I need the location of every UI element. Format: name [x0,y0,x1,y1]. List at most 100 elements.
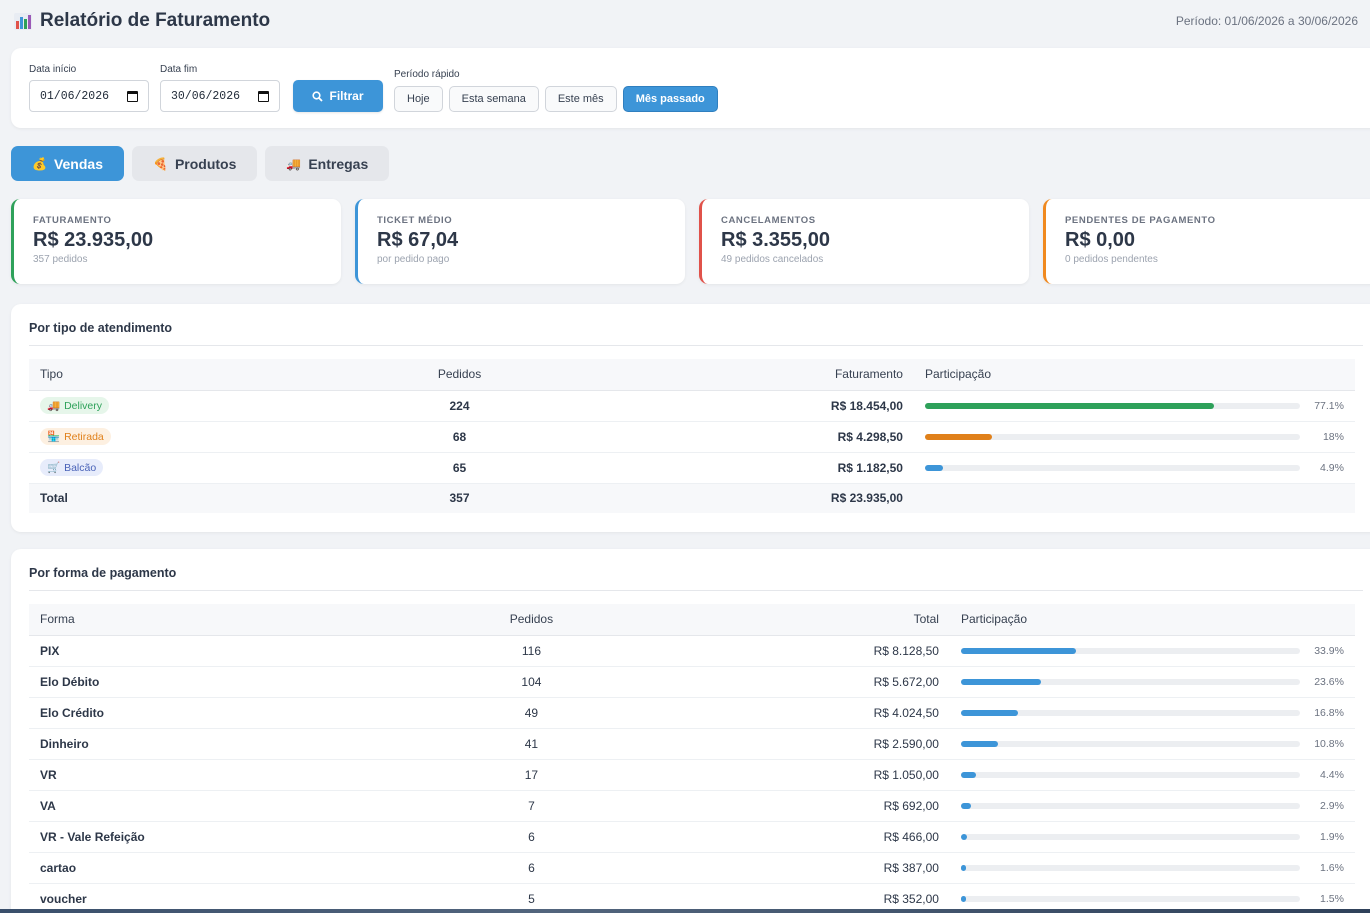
total-cell: R$ 692,00 [632,790,950,822]
payment-method-cell: VR - Vale Refeição [29,821,431,853]
quick-last-month-button[interactable]: Mês passado [622,86,718,112]
share-cell: 23.6% [960,675,1344,688]
total-cell: R$ 4.024,50 [632,697,950,729]
column-header: Participação [913,359,1355,391]
orders-cell: 116 [430,635,633,667]
header-title-group: Relatório de Faturamento [14,10,270,32]
payment-method-cell: VA [29,790,431,822]
type-badge-delivery: 🚚 Delivery [40,397,110,414]
end-date-value: 30/06/2026 [171,89,241,103]
end-date-field: Data fim 30/06/2026 [160,64,280,112]
table-row: 🏪 Retirada 68 R$ 4.298,50 18% [29,421,1355,453]
kpi-label: Pendentes de pagamento [1065,215,1216,226]
table-row: 🛒 Balcão 65 R$ 1.182,50 4.9% [29,452,1355,484]
table-header-row: Tipo Pedidos Faturamento Participação [29,359,1355,391]
quick-period-buttons: Hoje Esta semana Este mês Mês passado [394,86,718,112]
share-bar-track [960,802,1300,809]
quick-this-month-button[interactable]: Este mês [544,86,617,112]
total-cell: R$ 387,00 [632,852,950,884]
share-bar-track [960,647,1300,654]
share-cell: 33.9% [960,645,1344,657]
bar-chart-icon [14,12,32,30]
type-badge-balcao: 🛒 Balcão [40,459,104,476]
start-date-input[interactable]: 01/06/2026 [29,80,149,112]
type-badge-retirada: 🏪 Retirada [40,428,111,445]
start-date-field: Data início 01/06/2026 [29,64,149,112]
revenue-cell: R$ 1.182,50 [540,452,914,484]
share-bar-track [960,864,1300,871]
tab-entregas[interactable]: 🚚 Entregas [265,146,390,181]
orders-cell: 65 [378,452,541,484]
share-cell: 4.4% [960,768,1344,781]
share-cell: 2.9% [960,800,1344,812]
table-row: cartao 6 R$ 387,00 1.6% [29,852,1355,884]
share-percent: 10.8% [1314,737,1344,750]
orders-cell: 41 [430,728,633,760]
payment-method-cell: PIX [29,635,431,667]
tab-produtos[interactable]: 🍕 Produtos [131,146,258,181]
quick-period-group: Período rápido Hoje Esta semana Este mês… [394,69,718,112]
filter-button[interactable]: Filtrar [293,80,383,112]
share-bar-track [960,678,1300,685]
payment-rows: PIX 116 R$ 8.128,50 33.9% Elo Débito 104 R$ 5.… [29,635,1355,913]
share-bar-fill [960,895,967,902]
end-date-input[interactable]: 30/06/2026 [160,80,280,112]
type-label: Retirada [64,430,104,443]
orders-cell: 68 [378,421,541,453]
store-icon: 🏪 [47,431,61,443]
column-header: Faturamento [540,359,914,391]
desktop-edge [0,909,1370,913]
revenue-cell: R$ 18.454,00 [540,390,914,422]
orders-cell: 104 [430,666,633,698]
kpi-label: Cancelamentos [721,215,816,226]
total-row: Total 357 R$ 23.935,00 [29,483,1355,513]
by-payment-section: Por forma de pagamento Forma Pedidos Tot… [11,549,1370,913]
pizza-icon: 🍕 [152,156,168,171]
total-cell: R$ 466,00 [632,821,950,853]
column-header: Total [632,604,950,636]
orders-cell: 7 [430,790,633,822]
table-row: PIX 116 R$ 8.128,50 33.9% [29,635,1355,667]
share-bar-track [960,709,1300,716]
period-label: Período: 01/06/2026 a 30/06/2026 [1175,14,1358,28]
table-row: Elo Débito 104 R$ 5.672,00 23.6% [29,666,1355,698]
kpi-subtext: 49 pedidos cancelados [721,254,824,265]
quick-this-week-button[interactable]: Esta semana [448,86,539,112]
share-percent: 1.6% [1320,861,1344,874]
share-percent: 4.4% [1320,768,1344,781]
table-row: VR - Vale Refeição 6 R$ 466,00 1.9% [29,821,1355,853]
section-title: Por forma de pagamento [29,566,1363,591]
share-percent: 18% [1322,430,1344,443]
filter-card: Data início 01/06/2026 Data fim 30/06/20… [11,48,1370,128]
share-bar-track [924,402,1300,409]
table-header-row: Forma Pedidos Total Participação [29,604,1355,636]
share-bar-track [960,771,1300,778]
kpi-subtext: 0 pedidos pendentes [1065,254,1158,265]
total-revenue: R$ 23.935,00 [540,483,914,513]
kpi-label: Faturamento [33,215,112,226]
total-cell: R$ 1.050,00 [632,759,950,791]
start-date-value: 01/06/2026 [40,89,110,103]
payment-method-cell: voucher [29,883,431,913]
truck-icon: 🚚 [47,400,61,412]
column-header: Tipo [29,359,379,391]
cart-icon: 🛒 [47,462,61,474]
total-cell: R$ 8.128,50 [632,635,950,667]
table-row: voucher 5 R$ 352,00 1.5% [29,883,1355,913]
search-icon [312,90,324,102]
calendar-icon[interactable] [258,90,269,102]
quick-today-button[interactable]: Hoje [394,86,443,112]
calendar-icon[interactable] [127,90,138,102]
tab-vendas[interactable]: 💰 Vendas [11,146,124,181]
table-row: 🚚 Delivery 224 R$ 18.454,00 77.1% [29,390,1355,422]
by-type-section: Por tipo de atendimento Tipo Pedidos Fat… [11,304,1370,532]
money-bag-icon: 💰 [32,156,47,171]
share-cell: 4.9% [924,462,1344,474]
share-percent: 23.6% [1314,675,1344,688]
column-header: Participação [949,604,1355,636]
table-row: VR 17 R$ 1.050,00 4.4% [29,759,1355,791]
orders-cell: 17 [430,759,633,791]
share-percent: 1.9% [1320,830,1344,843]
quick-period-label: Período rápido [394,69,460,80]
